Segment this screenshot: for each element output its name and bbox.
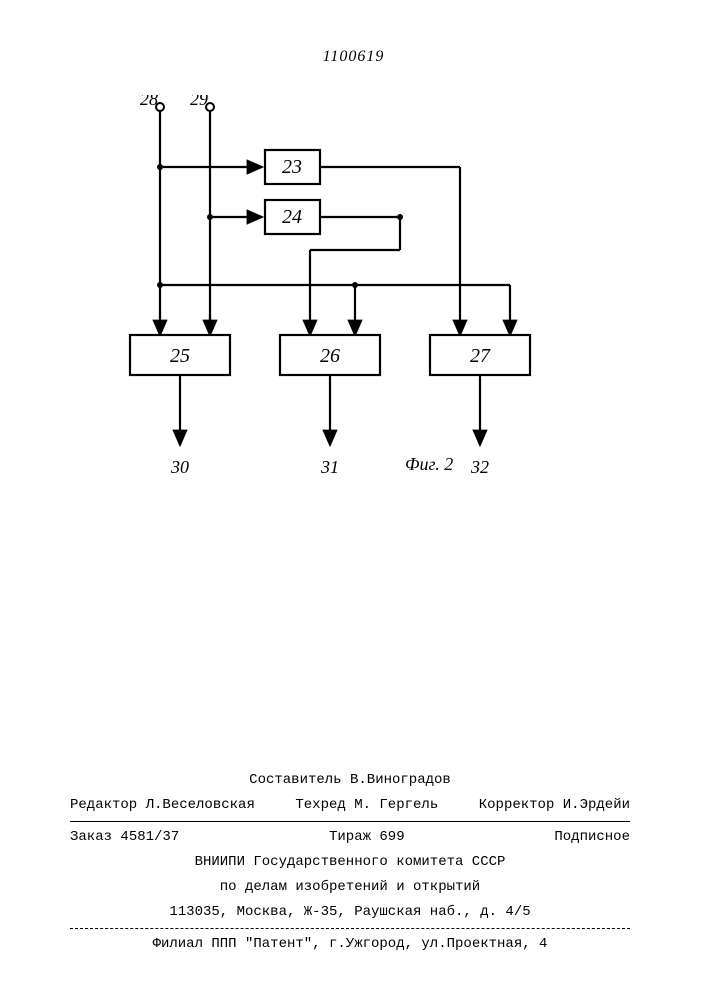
page: 1100619 28 29 23 24 [0,0,707,1000]
patent-number: 1100619 [0,48,707,66]
block-27-label: 27 [470,345,491,367]
output-label-30: 30 [170,457,189,477]
output-label-32: 32 [470,457,489,477]
subscribed-label: Подписное [554,827,630,848]
input-label-28: 28 [140,95,158,109]
editor-label: Редактор [70,797,137,813]
address-line: 113035, Москва, Ж-35, Раушская наб., д. … [70,900,630,925]
block-25-label: 25 [170,345,190,367]
tirazh-number: 699 [379,829,404,845]
branch-line: Филиал ППП "Патент", г.Ужгород, ул.Проек… [70,932,630,957]
figure-2-diagram: 28 29 23 24 [110,95,580,495]
tirazh-label: Тираж [329,829,371,845]
corrector-name: И.Эрдейи [563,797,630,813]
org-line-1: ВНИИПИ Государственного комитета СССР [70,850,630,875]
order-label: Заказ [70,829,112,845]
editor-name: Л.Веселовская [146,797,255,813]
corrector-label: Корректор [479,797,555,813]
compiler-label: Составитель [249,772,341,788]
techred-label: Техред [295,797,345,813]
imprint-block: Составитель В.Виноградов Редактор Л.Весе… [70,768,630,957]
order-number: 4581/37 [120,829,179,845]
techred-name: М. Гергель [354,797,438,813]
org-line-2: по делам изобретений и открытий [70,875,630,900]
compiler-name: В.Виноградов [350,772,451,788]
block-26-label: 26 [320,345,340,367]
block-23-label: 23 [282,156,302,178]
figure-caption: Фиг. 2 [405,454,453,474]
block-24-label: 24 [282,206,302,228]
input-label-29: 29 [190,95,208,109]
output-label-31: 31 [320,457,339,477]
